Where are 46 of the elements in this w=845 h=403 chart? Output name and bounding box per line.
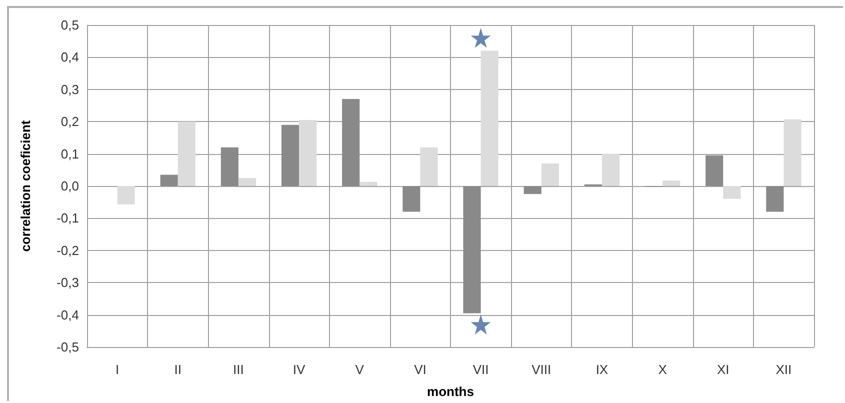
x-tick-label: X (658, 362, 668, 377)
bar (220, 147, 238, 186)
bar (402, 186, 420, 212)
bar (784, 119, 802, 186)
bar (299, 120, 317, 186)
x-tick-label: IV (292, 362, 306, 377)
bar (281, 124, 300, 186)
bar (178, 122, 196, 186)
y-tick-label: 0,1 (60, 146, 79, 162)
bar (360, 182, 378, 186)
bar (480, 50, 498, 186)
bar (662, 180, 680, 186)
x-tick-label: VIII (532, 362, 552, 377)
x-tick-label: I (115, 362, 120, 377)
bar (766, 186, 784, 212)
y-tick-label: -0,5 (56, 340, 79, 354)
y-tick-label: 0,3 (60, 82, 79, 97)
x-tick-label: XII (776, 362, 792, 377)
y-tick-label: 0,0 (60, 178, 79, 194)
bar (706, 155, 724, 186)
bar (160, 174, 178, 186)
y-axis-title: correlation coeficient (18, 120, 33, 252)
x-tick-label: II (174, 362, 182, 377)
x-tick-label: VI (414, 362, 426, 377)
bar (342, 99, 360, 186)
x-tick-label: V (355, 362, 364, 377)
x-axis-title: months (427, 384, 474, 399)
x-tick-label: VII (472, 362, 489, 377)
y-tick-label: 0,5 (60, 18, 79, 32)
bar (117, 186, 135, 204)
y-tick-label: 0,2 (60, 114, 79, 130)
bar (238, 178, 256, 186)
x-tick-label: XI (716, 362, 730, 377)
y-tick-label: -0,2 (56, 242, 79, 258)
bar (541, 163, 559, 186)
bar (602, 154, 620, 186)
y-tick-label: -0,3 (56, 275, 79, 290)
x-tick-label: III (233, 362, 244, 377)
bar (723, 186, 741, 199)
x-tick-label: IX (596, 362, 608, 377)
bar (463, 186, 481, 314)
y-tick-label: -0,1 (56, 210, 79, 226)
bar (524, 186, 542, 194)
y-tick-label: 0,4 (60, 50, 79, 65)
y-tick-label: -0,4 (56, 307, 79, 322)
bar (420, 147, 438, 186)
